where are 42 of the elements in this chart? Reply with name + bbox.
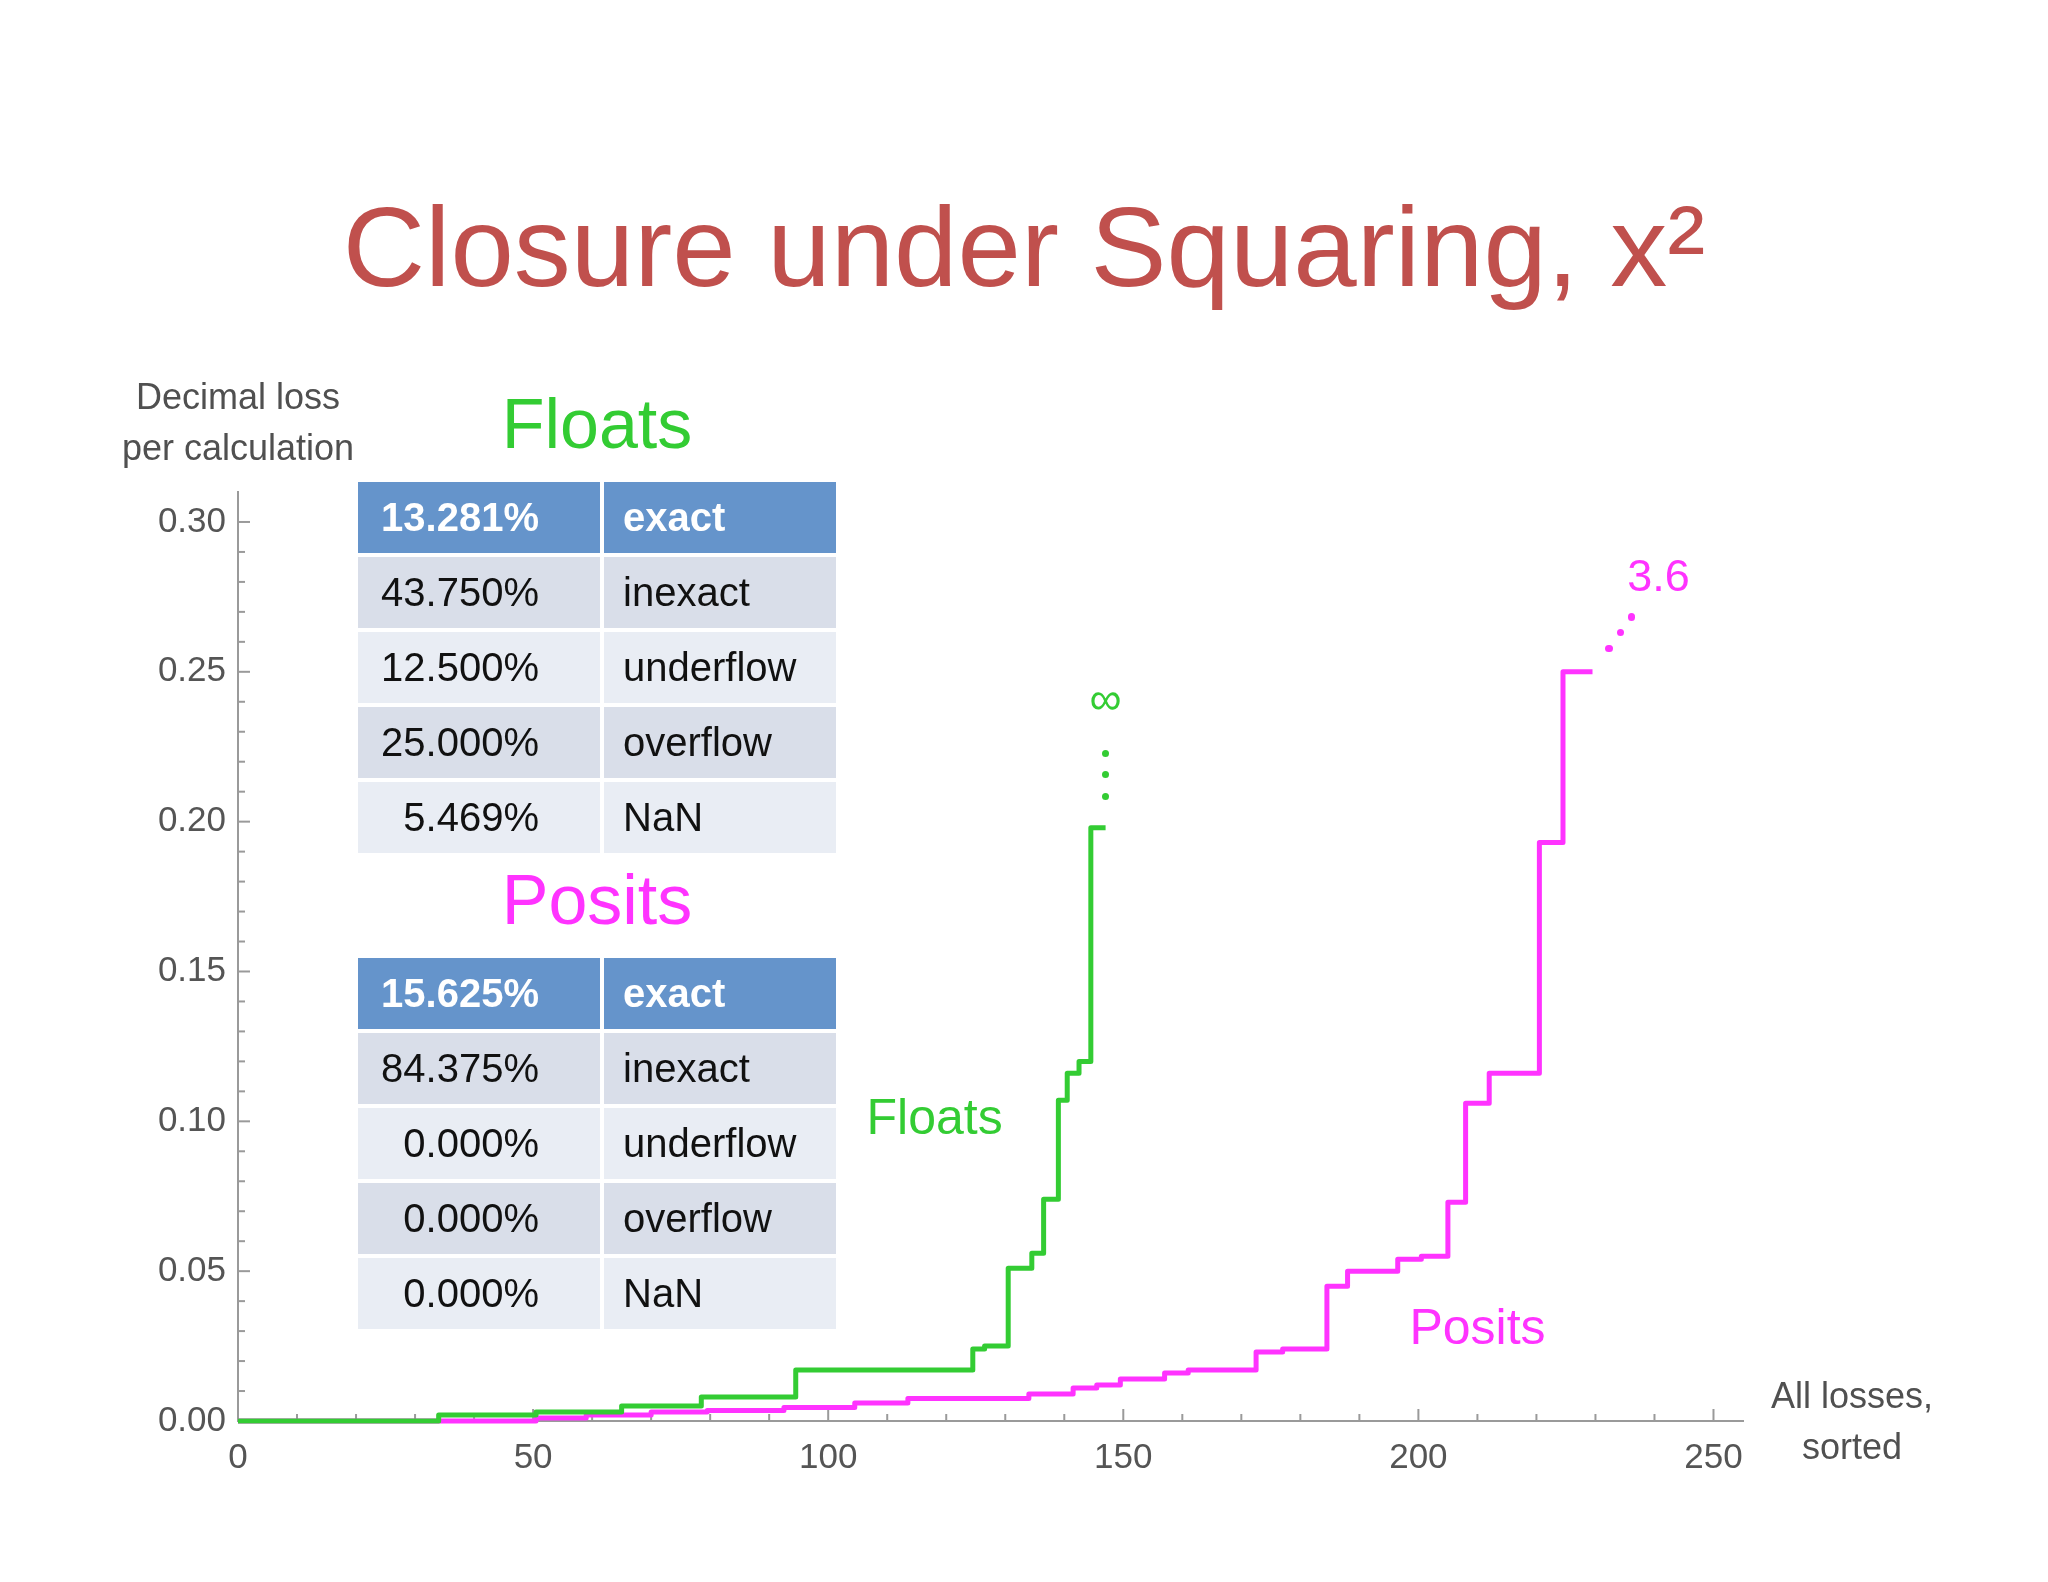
legend-label: Posits — [501, 861, 693, 939]
y-tick-label: 0.25 — [157, 649, 226, 689]
category-label: overflow — [623, 1196, 772, 1240]
x-tick-label: 100 — [798, 1435, 858, 1475]
y-tick-label: 0.20 — [157, 799, 226, 839]
category-label: exact — [623, 971, 726, 1015]
x-tick-label: 250 — [1684, 1435, 1743, 1475]
category-label: exact — [623, 495, 726, 540]
series-label: Floats — [866, 1089, 1003, 1146]
data-label: 5.469% — [403, 795, 539, 840]
category-label: NaN — [623, 1271, 704, 1315]
data-label: 84.375% — [381, 1046, 539, 1091]
series-label: Floats — [501, 385, 693, 463]
category-label: overflow — [623, 720, 772, 765]
annotation: ∞ — [1089, 673, 1122, 725]
data-label: 43.750% — [381, 570, 539, 615]
x-tick-label: 200 — [1389, 1435, 1448, 1475]
category-label: NaN — [623, 795, 704, 840]
x-tick-label: 50 — [513, 1435, 553, 1475]
y-tick-label: 0.05 — [157, 1248, 226, 1288]
x-tick-label: 0 — [228, 1435, 248, 1475]
series-label: Posits — [1409, 1298, 1546, 1355]
data-label: 15.625% — [381, 971, 539, 1016]
x-tick-label: 150 — [1094, 1435, 1153, 1475]
data-label: 13.281% — [381, 495, 539, 540]
annotation: 3.6 — [1627, 550, 1690, 602]
y-tick-label: 0.30 — [157, 499, 226, 539]
y-tick-label: 0.10 — [157, 1098, 226, 1138]
category-label: inexact — [623, 570, 750, 615]
data-label: 0.000% — [403, 1271, 539, 1316]
y-axis-title: Decimal loss per calculation — [121, 376, 355, 468]
y-tick-label: 0.00 — [157, 1398, 226, 1438]
y-tick-label: 0.15 — [157, 949, 226, 989]
x-axis-title: All losses, sorted — [1770, 1375, 1934, 1467]
category-label: underflow — [623, 1121, 797, 1165]
category-label: underflow — [623, 645, 797, 690]
data-label: 12.500% — [381, 645, 539, 690]
chart-title: Closure under Squaring, x² — [342, 183, 1706, 310]
category-label: inexact — [623, 1046, 750, 1090]
data-label: 0.000% — [403, 1196, 539, 1241]
data-label: 25.000% — [381, 720, 539, 765]
data-label: 0.000% — [403, 1121, 539, 1166]
